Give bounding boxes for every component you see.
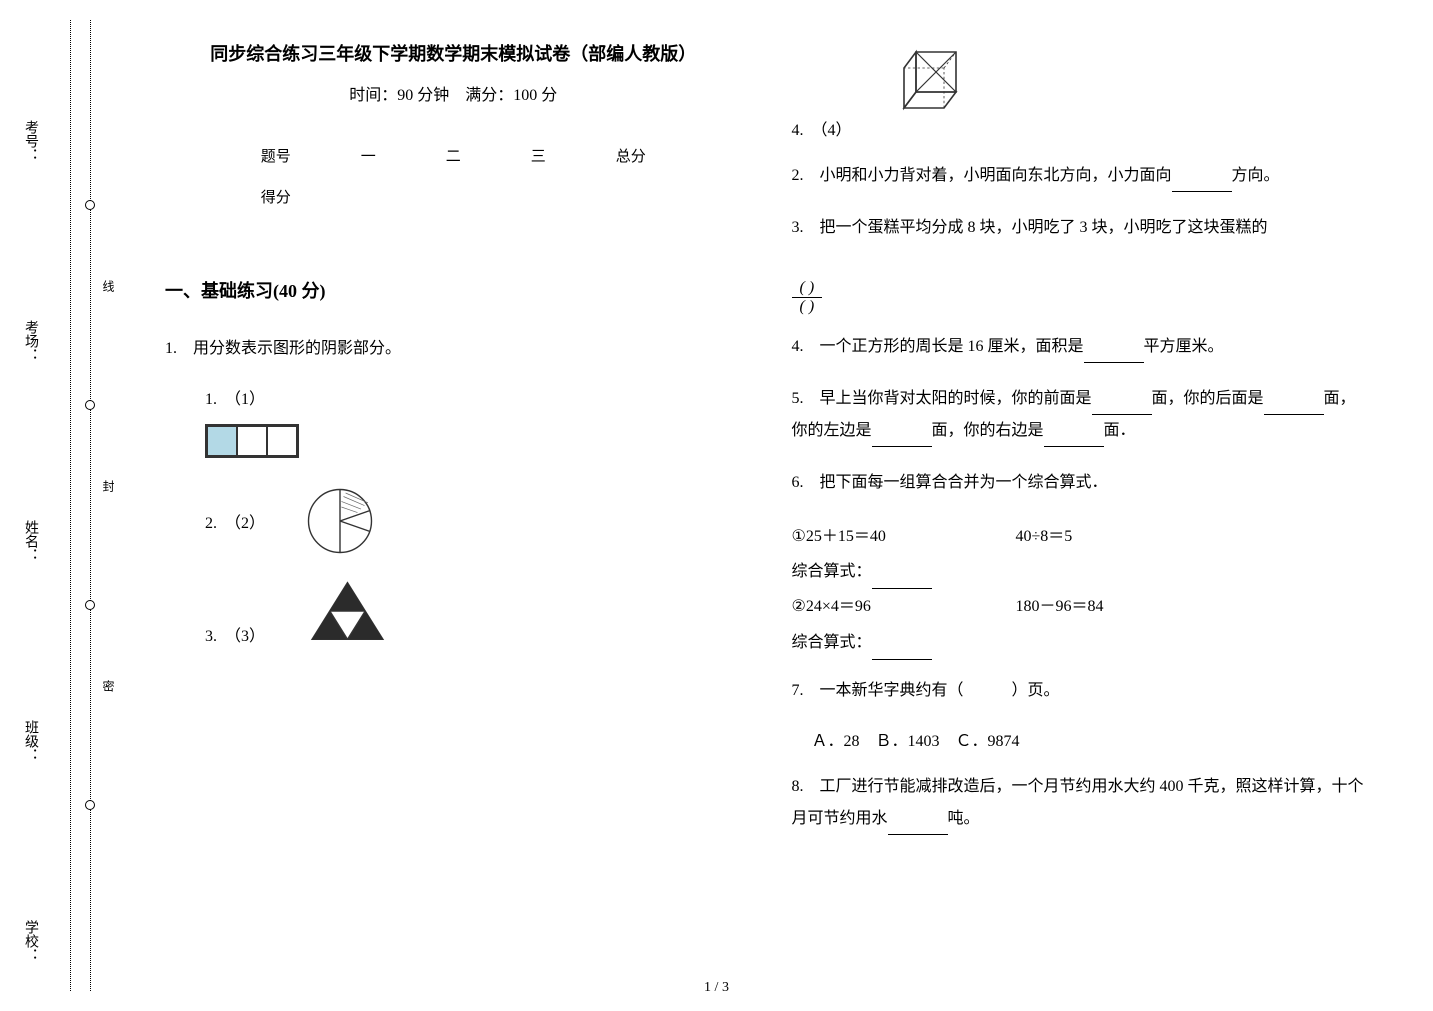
triangle-shape-icon <box>305 576 390 646</box>
blank-input[interactable] <box>1044 427 1104 447</box>
fraction-denominator: ( ) <box>792 298 823 316</box>
side-mark-2: 封 <box>100 480 117 492</box>
binding-margin: 学校： 班级： 姓名： 考场： 考号： <box>0 0 60 1011</box>
q4-text-pre: 4. 一个正方形的周长是 16 厘米，面积是 <box>792 338 1084 355</box>
eq1-left: ①25＋15＝40 <box>792 519 1012 554</box>
blank-input[interactable] <box>872 427 932 447</box>
td-empty <box>581 176 681 217</box>
blank-input[interactable] <box>872 640 932 660</box>
q4-text-post: 平方厘米。 <box>1144 338 1224 355</box>
blank-input[interactable] <box>1084 343 1144 363</box>
q2-text-pre: 2. 小明和小力背对着，小明面向东北方向，小力面向 <box>792 167 1172 184</box>
combined-label: 综合算式： <box>792 563 872 580</box>
question-1-3: 3. （3） <box>205 622 265 646</box>
th-section: 三 <box>496 135 581 176</box>
q5-text-4: 面，你的右边是 <box>932 422 1044 439</box>
grid-cell <box>267 426 297 456</box>
th-section: 一 <box>326 135 411 176</box>
question-4: 4. 一个正方形的周长是 16 厘米，面积是 平方厘米。 <box>792 331 1369 363</box>
q5-text-2: 面，你的后面是 <box>1152 390 1264 407</box>
seal-circle <box>85 400 95 410</box>
blank-input[interactable] <box>872 569 932 589</box>
fraction-numerator: ( ) <box>792 279 823 298</box>
q7-text-pre: 7. 一本新华字典约有（ <box>792 682 964 699</box>
q5-text-5: 面． <box>1104 422 1136 439</box>
dotted-border-2 <box>90 20 91 991</box>
seal-circle <box>85 800 95 810</box>
td-empty <box>496 176 581 217</box>
side-mark-3: 密 <box>100 680 117 692</box>
question-2: 2. 小明和小力背对着，小明面向东北方向，小力面向 方向。 <box>792 160 1369 192</box>
question-6: 6. 把下面每一组算合合并为一个综合算式． <box>792 467 1369 499</box>
q7-text-post: ）页。 <box>1012 682 1060 699</box>
grid-shape <box>205 424 742 461</box>
blank-input[interactable] <box>1172 172 1232 192</box>
question-1-1: 1. （1） <box>205 385 742 409</box>
table-row: 得分 <box>226 176 681 217</box>
right-column: 4. （4） 2. 小明和小力背对着，小明面向东北方向，小力面向 方向。 3. 把… <box>767 40 1394 1011</box>
question-7: 7. 一本新华字典约有（ ）页。 <box>792 675 1369 707</box>
question-7-options: Ａ．28 Ｂ．1403 Ｃ．9874 <box>812 727 1369 751</box>
q2-text-post: 方向。 <box>1232 167 1280 184</box>
cube-shape-icon <box>892 40 972 120</box>
question-3: 3. 把一个蛋糕平均分成 8 块，小明吃了 3 块，小明吃了这块蛋糕的 <box>792 212 1369 244</box>
question-5: 5. 早上当你背对太阳的时候，你的前面是面，你的后面是面，你的左边是面，你的右边… <box>792 383 1369 447</box>
q8-text-pre: 8. 工厂进行节能减排改造后，一个月节约用水大约 400 千克，照这样计算，十个… <box>792 778 1364 827</box>
eq2-left: ②24×4＝96 <box>792 589 1012 624</box>
eq2-right: 180－96＝84 <box>1016 589 1104 624</box>
side-label-school: 学校： <box>20 920 40 962</box>
q5-text-1: 5. 早上当你背对太阳的时候，你的前面是 <box>792 390 1092 407</box>
blank-input[interactable] <box>888 815 948 835</box>
fraction-blank[interactable]: ( ) ( ) <box>792 279 823 316</box>
circle-shape-icon <box>305 486 375 556</box>
td-empty <box>411 176 496 217</box>
dotted-border-1 <box>70 20 71 991</box>
section-1-header: 一、基础练习(40 分) <box>165 277 742 303</box>
combined-label: 综合算式： <box>792 634 872 651</box>
side-label-name: 姓名： <box>20 520 40 562</box>
left-column: 同步综合练习三年级下学期数学期末模拟试卷（部编人教版） 时间：90 分钟 满分：… <box>140 40 767 1011</box>
side-mark-1: 线 <box>100 280 117 292</box>
td-score-label: 得分 <box>226 176 326 217</box>
question-8: 8. 工厂进行节能减排改造后，一个月节约用水大约 400 千克，照这样计算，十个… <box>792 771 1369 835</box>
th-section: 二 <box>411 135 496 176</box>
exam-title: 同步综合练习三年级下学期数学期末模拟试卷（部编人教版） <box>165 40 742 66</box>
question-1-4: 4. （4） <box>792 116 852 140</box>
score-table: 题号 一 二 三 总分 得分 <box>226 135 681 217</box>
question-1-2: 2. （2） <box>205 509 265 533</box>
blank-input[interactable] <box>1092 395 1152 415</box>
td-empty <box>326 176 411 217</box>
side-label-class: 班级： <box>20 720 40 762</box>
question-1: 1. 用分数表示图形的阴影部分。 <box>165 333 742 365</box>
equation-group: ①25＋15＝40 40÷8＝5 综合算式： ②24×4＝96 180－96＝8… <box>792 519 1369 660</box>
q8-text-post: 吨。 <box>948 810 980 827</box>
table-row: 题号 一 二 三 总分 <box>226 135 681 176</box>
eq1-right: 40÷8＝5 <box>1016 519 1073 554</box>
grid-cell <box>237 426 267 456</box>
side-label-room: 考场： <box>20 320 40 362</box>
th-label: 题号 <box>226 135 326 176</box>
blank-input[interactable] <box>1264 395 1324 415</box>
page-number: 1 / 3 <box>704 980 729 996</box>
th-total: 总分 <box>581 135 681 176</box>
grid-cell-shaded <box>207 426 237 456</box>
side-label-number: 考号： <box>20 120 40 162</box>
exam-subtitle: 时间：90 分钟 满分：100 分 <box>165 81 742 105</box>
seal-circle <box>85 600 95 610</box>
seal-circle <box>85 200 95 210</box>
